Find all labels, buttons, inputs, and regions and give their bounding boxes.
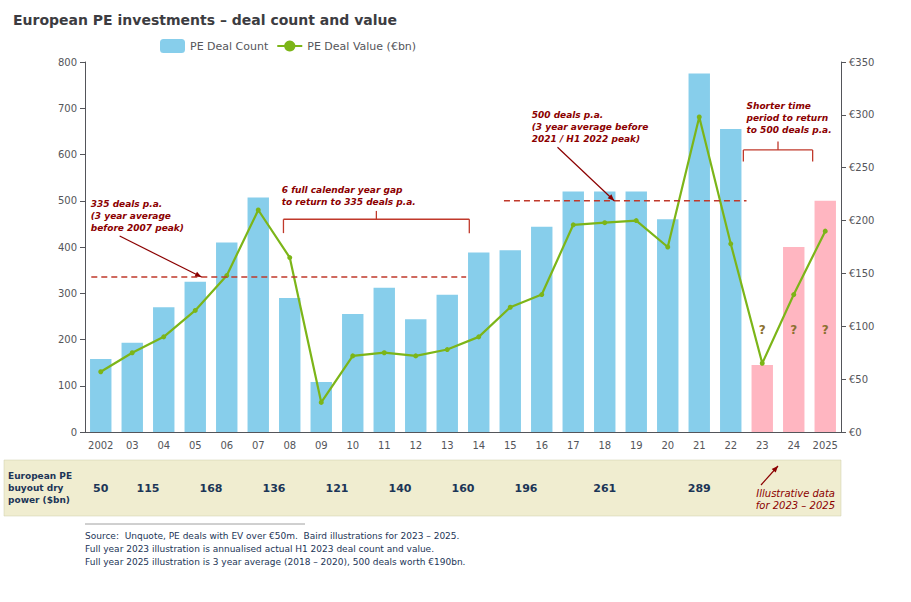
svg-text:2021 / H1 2022 peak): 2021 / H1 2022 peak) [532, 134, 640, 144]
svg-text:to 500 deals p.a.: to 500 deals p.a. [747, 125, 832, 135]
svg-text:buyout dry: buyout dry [8, 483, 64, 493]
svg-text:€50: €50 [849, 374, 868, 385]
svg-text:300: 300 [58, 288, 77, 299]
svg-text:24: 24 [787, 440, 800, 451]
svg-text:11: 11 [378, 440, 391, 451]
svg-text:08: 08 [283, 440, 296, 451]
svg-text:16: 16 [535, 440, 548, 451]
svg-text:500: 500 [58, 195, 77, 206]
svg-text:Source: Unquote, PE deals wit: Source: Unquote, PE deals with EV over €… [85, 531, 459, 541]
svg-text:€100: €100 [849, 321, 874, 332]
svg-text:?: ? [790, 323, 797, 337]
svg-text:power ($bn): power ($bn) [8, 495, 70, 505]
svg-text:12: 12 [409, 440, 422, 451]
svg-text:335 deals p.a.: 335 deals p.a. [91, 199, 162, 209]
svg-text:17: 17 [567, 440, 580, 451]
svg-text:€300: €300 [849, 109, 874, 120]
svg-text:22: 22 [724, 440, 737, 451]
svg-text:PE Deal Value (€bn): PE Deal Value (€bn) [307, 40, 416, 53]
svg-text:04: 04 [157, 440, 170, 451]
svg-text:Shorter time: Shorter time [747, 101, 811, 111]
svg-text:€350: €350 [849, 57, 874, 68]
svg-text:50: 50 [93, 482, 109, 495]
svg-text:€200: €200 [849, 215, 874, 226]
svg-text:2002: 2002 [88, 440, 113, 451]
svg-text:to return to 335 deals p.a.: to return to 335 deals p.a. [282, 197, 416, 207]
svg-text:136: 136 [263, 482, 286, 495]
svg-text:500 deals p.a.: 500 deals p.a. [532, 110, 603, 120]
svg-text:European PE: European PE [8, 471, 72, 481]
svg-text:140: 140 [389, 482, 412, 495]
svg-text:?: ? [759, 323, 766, 337]
svg-text:21: 21 [693, 440, 706, 451]
svg-text:18: 18 [598, 440, 611, 451]
svg-text:100: 100 [58, 380, 77, 391]
svg-text:€150: €150 [849, 268, 874, 279]
svg-text:168: 168 [200, 482, 223, 495]
svg-text:121: 121 [326, 482, 349, 495]
svg-text:160: 160 [452, 482, 475, 495]
svg-text:09: 09 [315, 440, 328, 451]
svg-text:€0: €0 [849, 427, 862, 438]
svg-text:07: 07 [252, 440, 265, 451]
svg-text:0: 0 [71, 427, 77, 438]
svg-text:115: 115 [137, 482, 160, 495]
svg-text:19: 19 [630, 440, 643, 451]
svg-text:2025: 2025 [813, 440, 838, 451]
svg-text:400: 400 [58, 242, 77, 253]
svg-text:03: 03 [126, 440, 139, 451]
svg-text:(3 year average before: (3 year average before [532, 122, 649, 132]
svg-text:European PE investments – deal: European PE investments – deal count and… [13, 12, 397, 28]
svg-text:261: 261 [593, 482, 616, 495]
svg-text:(3 year average: (3 year average [91, 211, 171, 221]
svg-text:10: 10 [346, 440, 359, 451]
svg-text:600: 600 [58, 149, 77, 160]
svg-text:Full year 2025 illustration is: Full year 2025 illustration is 3 year av… [85, 557, 465, 567]
svg-text:06: 06 [220, 440, 233, 451]
svg-text:Illustrative data: Illustrative data [756, 488, 835, 499]
svg-text:period to return: period to return [746, 113, 829, 123]
svg-text:700: 700 [58, 103, 77, 114]
svg-text:800: 800 [58, 57, 77, 68]
svg-text:?: ? [822, 323, 829, 337]
svg-text:20: 20 [661, 440, 674, 451]
svg-text:23: 23 [756, 440, 769, 451]
svg-text:196: 196 [515, 482, 538, 495]
svg-text:€250: €250 [849, 162, 874, 173]
svg-text:15: 15 [504, 440, 517, 451]
svg-text:05: 05 [189, 440, 202, 451]
svg-text:14: 14 [472, 440, 485, 451]
svg-text:before 2007 peak): before 2007 peak) [91, 223, 184, 233]
svg-text:for 2023 – 2025: for 2023 – 2025 [756, 500, 835, 511]
svg-text:6 full calendar ​year gap: 6 full calendar ​year gap [282, 185, 403, 195]
svg-text:Full year 2023 illustration is: Full year 2023 illustration is annualise… [85, 544, 434, 554]
svg-text:200: 200 [58, 334, 77, 345]
svg-text:PE Deal Count: PE Deal Count [190, 40, 269, 53]
svg-text:289: 289 [688, 482, 711, 495]
svg-text:13: 13 [441, 440, 454, 451]
